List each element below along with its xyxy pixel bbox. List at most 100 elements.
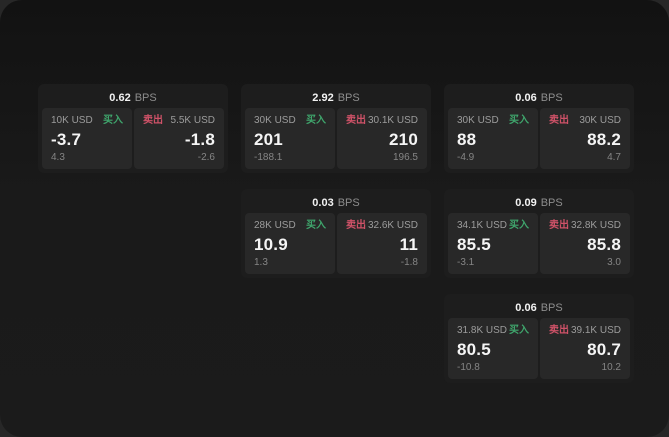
- sell-panel[interactable]: 卖出 5.5K USD -1.8 -2.6: [134, 108, 224, 169]
- sell-delta: 10.2: [601, 362, 621, 373]
- quote-panels: 10K USD 买入 -3.7 4.3 卖出 5.5K USD -1.8 -2.…: [42, 108, 224, 169]
- bps-header: 0.62 BPS: [42, 87, 224, 108]
- sell-side-label: 卖出: [346, 220, 366, 231]
- buy-side-label: 买入: [509, 220, 529, 231]
- sell-delta: 4.7: [607, 152, 621, 163]
- buy-panel-top: 10K USD 买入: [51, 116, 123, 126]
- bps-header: 0.03 BPS: [245, 192, 427, 213]
- buy-delta: 4.3: [51, 152, 65, 163]
- sell-delta: 3.0: [607, 257, 621, 268]
- bps-header: 0.06 BPS: [448, 87, 630, 108]
- quote-cards-grid: 0.62 BPS 10K USD 买入 -3.7 4.3 卖出 5.5K USD…: [38, 84, 634, 383]
- sell-price: 88.2: [587, 130, 621, 149]
- sell-price: 210: [389, 130, 418, 149]
- bps-value: 0.03: [312, 196, 334, 209]
- buy-panel[interactable]: 31.8K USD 买入 80.5 -10.8: [448, 318, 538, 379]
- sell-delta: -2.6: [197, 152, 215, 163]
- bps-unit-label: BPS: [134, 91, 157, 104]
- quote-panels: 28K USD 买入 10.9 1.3 卖出 32.6K USD 11 -1.8: [245, 213, 427, 274]
- buy-side-label: 买入: [509, 115, 529, 126]
- buy-panel-top: 30K USD 买入: [254, 116, 326, 126]
- buy-panel[interactable]: 34.1K USD 买入 85.5 -3.1: [448, 213, 538, 274]
- buy-panel-top: 34.1K USD 买入: [457, 221, 529, 231]
- sell-side-label: 卖出: [549, 220, 569, 231]
- bps-header: 2.92 BPS: [245, 87, 427, 108]
- sell-delta: -1.8: [400, 257, 418, 268]
- sell-panel-top: 卖出 39.1K USD: [549, 326, 621, 336]
- sell-price: 80.7: [587, 340, 621, 359]
- sell-amount-label: 30.1K USD: [367, 115, 418, 126]
- sell-price: 11: [399, 235, 418, 254]
- sell-amount-label: 32.8K USD: [570, 220, 621, 231]
- bps-unit-label: BPS: [540, 301, 563, 314]
- sell-panel[interactable]: 卖出 32.6K USD 11 -1.8: [337, 213, 427, 274]
- quote-card: 0.06 BPS 30K USD 买入 88 -4.9 卖出 30K USD 8…: [444, 84, 634, 173]
- buy-price: 85.5: [457, 235, 491, 254]
- buy-delta: -4.9: [457, 152, 475, 163]
- sell-price: 85.8: [587, 235, 621, 254]
- buy-amount-label: 28K USD: [254, 220, 296, 231]
- sell-price: -1.8: [184, 130, 215, 149]
- buy-amount-label: 30K USD: [254, 115, 296, 126]
- bps-value: 2.92: [312, 91, 334, 104]
- buy-panel[interactable]: 30K USD 买入 88 -4.9: [448, 108, 538, 169]
- buy-amount-label: 31.8K USD: [457, 325, 508, 336]
- sell-amount-label: 30K USD: [579, 115, 621, 126]
- buy-side-label: 买入: [103, 115, 123, 126]
- buy-side-label: 买入: [306, 220, 326, 231]
- quote-panels: 34.1K USD 买入 85.5 -3.1 卖出 32.8K USD 85.8…: [448, 213, 630, 274]
- bps-unit-label: BPS: [337, 91, 360, 104]
- buy-panel-top: 30K USD 买入: [457, 116, 529, 126]
- buy-price: 88: [457, 130, 477, 149]
- sell-panel-top: 卖出 5.5K USD: [143, 116, 215, 126]
- buy-panel-top: 28K USD 买入: [254, 221, 326, 231]
- bps-value: 0.06: [515, 301, 537, 314]
- buy-price: 80.5: [457, 340, 491, 359]
- buy-delta: 1.3: [254, 257, 268, 268]
- bps-header: 0.09 BPS: [448, 192, 630, 213]
- sell-side-label: 卖出: [549, 115, 569, 126]
- sell-panel-top: 卖出 30.1K USD: [346, 116, 418, 126]
- sell-amount-label: 5.5K USD: [170, 115, 215, 126]
- bps-unit-label: BPS: [540, 196, 563, 209]
- quote-card: 0.62 BPS 10K USD 买入 -3.7 4.3 卖出 5.5K USD…: [38, 84, 228, 173]
- sell-side-label: 卖出: [143, 115, 163, 126]
- buy-panel[interactable]: 28K USD 买入 10.9 1.3: [245, 213, 335, 274]
- bps-value: 0.06: [515, 91, 537, 104]
- bps-value: 0.62: [109, 91, 131, 104]
- buy-delta: -188.1: [254, 152, 283, 163]
- sell-amount-label: 39.1K USD: [570, 325, 621, 336]
- sell-side-label: 卖出: [346, 115, 366, 126]
- sell-panel[interactable]: 卖出 30K USD 88.2 4.7: [540, 108, 630, 169]
- bps-unit-label: BPS: [540, 91, 563, 104]
- sell-delta: 196.5: [392, 152, 418, 163]
- buy-amount-label: 34.1K USD: [457, 220, 508, 231]
- bps-header: 0.06 BPS: [448, 297, 630, 318]
- buy-panel[interactable]: 30K USD 买入 201 -188.1: [245, 108, 335, 169]
- bps-value: 0.09: [515, 196, 537, 209]
- sell-panel-top: 卖出 32.8K USD: [549, 221, 621, 231]
- sell-panel-top: 卖出 32.6K USD: [346, 221, 418, 231]
- quote-card: 2.92 BPS 30K USD 买入 201 -188.1 卖出 30.1K …: [241, 84, 431, 173]
- quote-card: 0.03 BPS 28K USD 买入 10.9 1.3 卖出 32.6K US…: [241, 189, 431, 278]
- buy-price: -3.7: [51, 130, 82, 149]
- buy-amount-label: 10K USD: [51, 115, 93, 126]
- quote-panels: 30K USD 买入 88 -4.9 卖出 30K USD 88.2 4.7: [448, 108, 630, 169]
- buy-price: 201: [254, 130, 283, 149]
- buy-delta: -3.1: [457, 257, 475, 268]
- buy-panel-top: 31.8K USD 买入: [457, 326, 529, 336]
- sell-side-label: 卖出: [549, 325, 569, 336]
- buy-delta: -10.8: [457, 362, 480, 373]
- sell-panel[interactable]: 卖出 30.1K USD 210 196.5: [337, 108, 427, 169]
- quote-card: 0.06 BPS 31.8K USD 买入 80.5 -10.8 卖出 39.1…: [444, 294, 634, 383]
- buy-panel[interactable]: 10K USD 买入 -3.7 4.3: [42, 108, 132, 169]
- buy-side-label: 买入: [306, 115, 326, 126]
- quote-panels: 30K USD 买入 201 -188.1 卖出 30.1K USD 210 1…: [245, 108, 427, 169]
- sell-panel[interactable]: 卖出 32.8K USD 85.8 3.0: [540, 213, 630, 274]
- sell-panel[interactable]: 卖出 39.1K USD 80.7 10.2: [540, 318, 630, 379]
- buy-side-label: 买入: [509, 325, 529, 336]
- bps-unit-label: BPS: [337, 196, 360, 209]
- buy-amount-label: 30K USD: [457, 115, 499, 126]
- sell-panel-top: 卖出 30K USD: [549, 116, 621, 126]
